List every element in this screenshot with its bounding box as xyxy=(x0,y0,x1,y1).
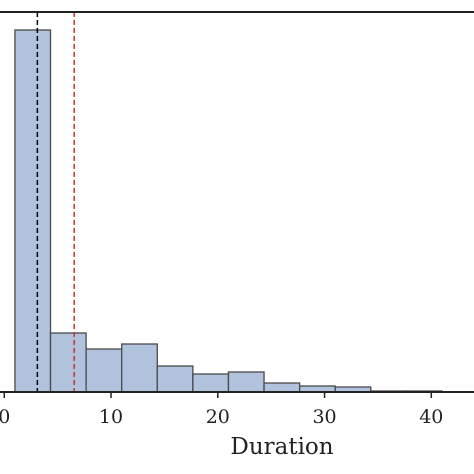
x-axis-label: Duration xyxy=(230,434,333,460)
bar xyxy=(121,343,158,393)
x-tick-label: 10 xyxy=(99,406,123,428)
x-tick-label: 20 xyxy=(206,406,230,428)
bar xyxy=(192,373,230,393)
x-tick-label: 0 xyxy=(0,406,10,428)
x-tick-label: 40 xyxy=(419,406,443,428)
bar xyxy=(14,29,52,393)
bar xyxy=(85,348,123,393)
bar xyxy=(227,371,265,393)
x-tick-label: 30 xyxy=(312,406,336,428)
bar xyxy=(156,365,194,393)
bar xyxy=(263,382,301,393)
bar xyxy=(49,332,87,393)
